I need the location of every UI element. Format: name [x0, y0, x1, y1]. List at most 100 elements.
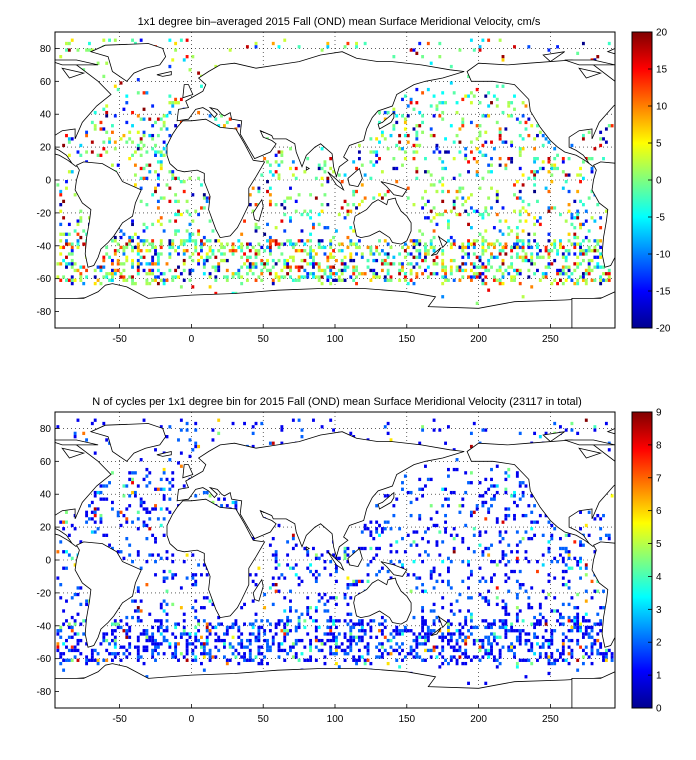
cycles-bin-cell	[346, 602, 350, 607]
cycles-bin-cell	[159, 632, 163, 636]
velocity-bin-cell	[223, 245, 226, 250]
velocity-bin-cell	[309, 255, 313, 259]
cycles-bin-cell	[188, 438, 192, 442]
cycles-bin-cell	[461, 625, 465, 630]
cycles-bin-cell	[145, 629, 149, 633]
cycles-bin-cell	[289, 599, 292, 603]
velocity-bin-cell	[458, 127, 462, 131]
velocity-bin-cell	[403, 255, 407, 259]
cycles-bin-cell	[312, 546, 315, 551]
cycles-bin-cell	[90, 658, 94, 662]
velocity-bin-cell	[418, 110, 422, 115]
cycles-bin-cell	[587, 632, 591, 636]
cycles-bin-cell	[604, 652, 608, 656]
cycles-bin-cell	[145, 523, 149, 528]
cycles-bin-cell	[518, 497, 522, 501]
velocity-bin-cell	[82, 265, 86, 269]
cycles-bin-cell	[432, 602, 436, 607]
cycles-bin-cell	[202, 652, 206, 656]
velocity-bin-cell	[274, 239, 278, 243]
velocity-bin-cell	[185, 199, 189, 204]
velocity-bin-cell	[464, 94, 468, 98]
cycles-bin-cell	[515, 471, 519, 475]
cycles-bin-cell	[355, 642, 358, 646]
cycles-bin-cell	[349, 648, 353, 653]
cycles-bin-cell	[424, 464, 427, 468]
velocity-bin-cell	[352, 258, 356, 263]
cycles-bin-cell	[452, 448, 456, 452]
cycles-bin-cell	[211, 655, 215, 659]
cycles-bin-cell	[467, 576, 470, 580]
velocity-bin-cell	[205, 255, 209, 259]
cycles-bin-cell	[378, 648, 381, 653]
velocity-bin-cell	[458, 268, 462, 273]
cycles-bin-cell	[131, 477, 134, 482]
cycles-y-tick-label: -40	[37, 621, 52, 632]
velocity-bin-cell	[604, 140, 608, 144]
cycles-bin-cell	[380, 566, 384, 570]
velocity-bin-cell	[228, 48, 232, 52]
velocity-bin-cell	[426, 252, 430, 256]
velocity-bin-cell	[168, 64, 172, 69]
cycles-bin-cell	[510, 645, 514, 649]
cycles-bin-cell	[297, 625, 301, 630]
velocity-bin-cell	[584, 268, 588, 273]
velocity-bin-cell	[521, 258, 525, 263]
cycles-bin-cell	[556, 658, 559, 662]
cycles-bin-cell	[490, 625, 493, 630]
velocity-bin-cell	[306, 262, 310, 266]
cycles-bin-cell	[567, 533, 571, 537]
velocity-bin-cell	[369, 252, 373, 256]
cycles-bin-cell	[202, 490, 206, 495]
cycles-colorbar-tick-label: 5	[656, 539, 662, 550]
cycles-bin-cell	[469, 431, 473, 436]
velocity-bin-cell	[93, 110, 97, 115]
velocity-bin-cell	[449, 258, 453, 263]
velocity-bin-cell	[108, 272, 111, 276]
cycles-bin-cell	[208, 599, 212, 603]
cycles-bin-cell	[438, 619, 442, 623]
cycles-bin-cell	[274, 550, 278, 554]
velocity-bin-cell	[495, 212, 499, 217]
cycles-bin-cell	[79, 540, 83, 544]
velocity-bin-cell	[188, 239, 192, 243]
velocity-bin-cell	[205, 252, 209, 256]
velocity-bin-cell	[128, 235, 132, 240]
cycles-bin-cell	[389, 543, 393, 547]
cycles-bin-cell	[501, 625, 505, 630]
velocity-bin-cell	[188, 68, 192, 72]
velocity-bin-cell	[280, 242, 284, 246]
velocity-bin-cell	[125, 140, 129, 144]
velocity-bin-cell	[432, 262, 436, 266]
cycles-bin-cell	[559, 622, 562, 626]
velocity-bin-cell	[171, 275, 175, 279]
cycles-bin-cell	[283, 576, 287, 580]
velocity-bin-cell	[159, 127, 163, 131]
cycles-bin-cell	[604, 421, 608, 426]
cycles-bin-cell	[550, 635, 554, 639]
velocity-bin-cell	[191, 55, 195, 59]
velocity-bin-cell	[550, 262, 554, 266]
cycles-bin-cell	[541, 615, 545, 620]
velocity-bin-cell	[329, 156, 333, 161]
cycles-bin-cell	[245, 645, 249, 649]
cycles-bin-cell	[197, 638, 201, 643]
cycles-bin-cell	[524, 550, 528, 554]
velocity-bin-cell	[300, 249, 304, 253]
cycles-bin-cell	[352, 655, 356, 659]
velocity-bin-cell	[154, 186, 157, 190]
velocity-bin-cell	[289, 219, 292, 223]
velocity-bin-cell	[245, 45, 249, 49]
velocity-bin-cell	[403, 117, 407, 121]
cycles-bin-cell	[306, 566, 310, 570]
cycles-bin-cell	[544, 619, 548, 623]
cycles-bin-cell	[159, 523, 163, 528]
velocity-bin-cell	[570, 222, 574, 227]
velocity-bin-cell	[248, 268, 252, 273]
velocity-bin-cell	[113, 84, 117, 88]
velocity-bin-cell	[197, 212, 201, 217]
velocity-bin-cell	[418, 41, 422, 46]
cycles-bin-cell	[429, 576, 433, 580]
velocity-bin-cell	[412, 265, 416, 269]
velocity-bin-cell	[533, 216, 537, 220]
